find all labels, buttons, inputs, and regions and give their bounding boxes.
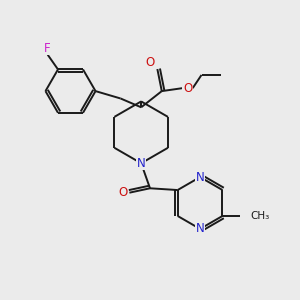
Text: CH₃: CH₃ [250,211,270,221]
Text: N: N [196,171,204,184]
Text: N: N [137,157,146,170]
Text: O: O [146,56,154,69]
Text: F: F [44,42,50,55]
Text: O: O [183,82,192,95]
Text: N: N [196,222,204,236]
Text: O: O [118,186,128,199]
